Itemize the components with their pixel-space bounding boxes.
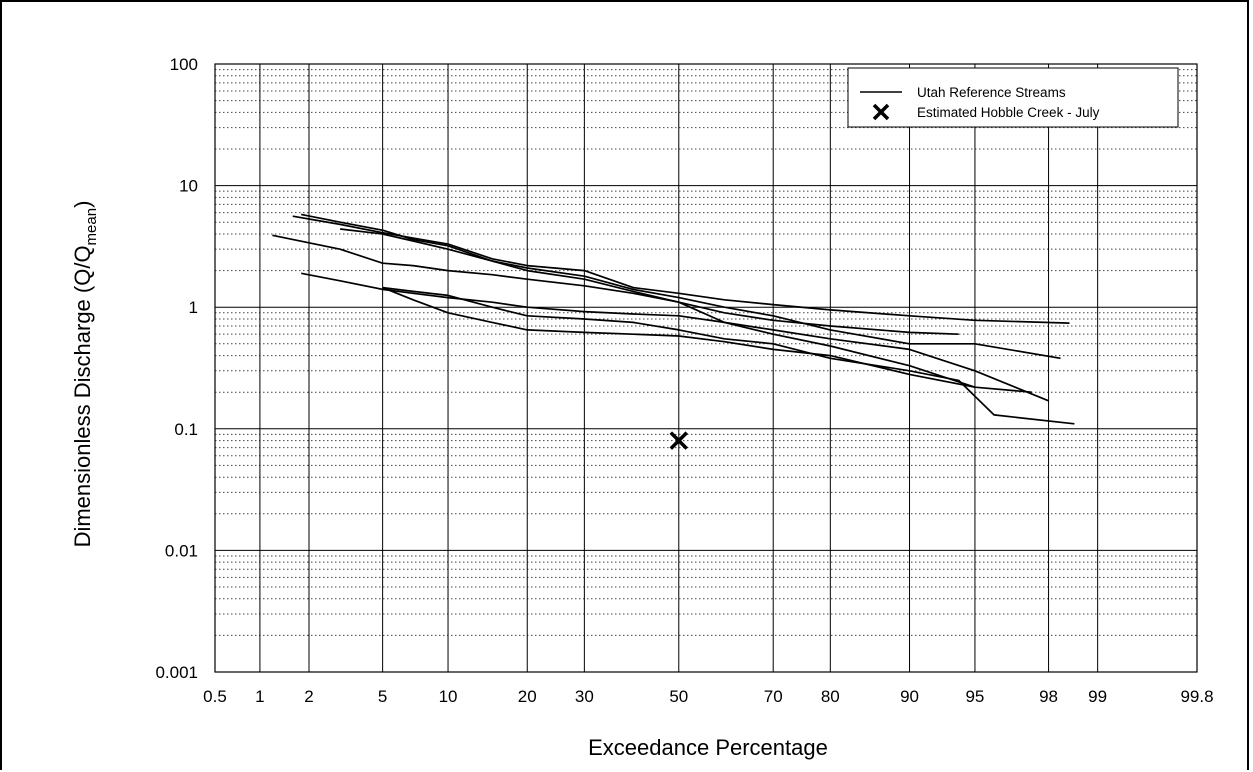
x-tick-label: 50	[669, 687, 688, 706]
x-tick-label: 2	[304, 687, 313, 706]
reference-stream-line	[382, 286, 976, 389]
x-tick-label: 70	[764, 687, 783, 706]
x-tick-label: 99	[1088, 687, 1107, 706]
y-tick-label: 10	[179, 177, 198, 196]
legend: Utah Reference Streams Estimated Hobble …	[847, 67, 1179, 128]
y-axis-title-close: )	[70, 201, 95, 208]
x-tick-label: 99.8	[1180, 687, 1213, 706]
legend-box	[847, 67, 1179, 128]
y-axis-title: Dimensionless Discharge (Q/Qmean)	[70, 201, 100, 548]
x-tick-label: 1	[255, 687, 264, 706]
y-tick-label: 0.1	[174, 420, 198, 439]
x-tick-label: 20	[518, 687, 537, 706]
y-tick-label: 1	[189, 298, 198, 317]
x-tick-label: 10	[439, 687, 458, 706]
legend-x-marker	[872, 103, 890, 121]
x-tick-label: 80	[821, 687, 840, 706]
x-tick-labels: 0.5 1 2 5 10 20 30 50 70 80 90 95 98 99 99.8	[203, 687, 1213, 706]
reference-stream-line	[272, 234, 1049, 402]
x-tick-label: 95	[965, 687, 984, 706]
reference-stream-line	[292, 215, 1070, 324]
y-tick-label: 0.001	[155, 663, 198, 682]
reference-stream-line	[301, 213, 959, 336]
marker-layer	[669, 431, 689, 450]
x-tick-label: 98	[1039, 687, 1058, 706]
y-axis-title-main: Dimensionless Discharge (Q/Q	[70, 245, 95, 547]
hobble-creek-marker	[669, 431, 689, 450]
legend-label-reference-streams: Utah Reference Streams	[917, 85, 1066, 100]
reference-stream-line	[301, 272, 1032, 394]
plot-area	[214, 63, 1198, 673]
x-tick-label: 30	[575, 687, 594, 706]
reference-stream-line	[382, 286, 1075, 425]
series-layer	[272, 213, 1075, 425]
x-tick-label: 5	[378, 687, 387, 706]
y-tick-label: 0.01	[165, 541, 198, 560]
x-tick-label: 90	[900, 687, 919, 706]
y-tick-labels: 0.001 0.01 0.1 1 10 100	[155, 55, 198, 682]
x-tick-label: 0.5	[203, 687, 227, 706]
reference-stream-line	[340, 228, 1061, 360]
x-axis-title: Exceedance Percentage	[588, 735, 828, 760]
y-tick-label: 100	[170, 55, 198, 74]
major-gridlines	[214, 63, 1198, 673]
legend-label-hobble-creek: Estimated Hobble Creek - July	[917, 105, 1100, 120]
y-axis-title-subscript: mean	[83, 208, 100, 246]
